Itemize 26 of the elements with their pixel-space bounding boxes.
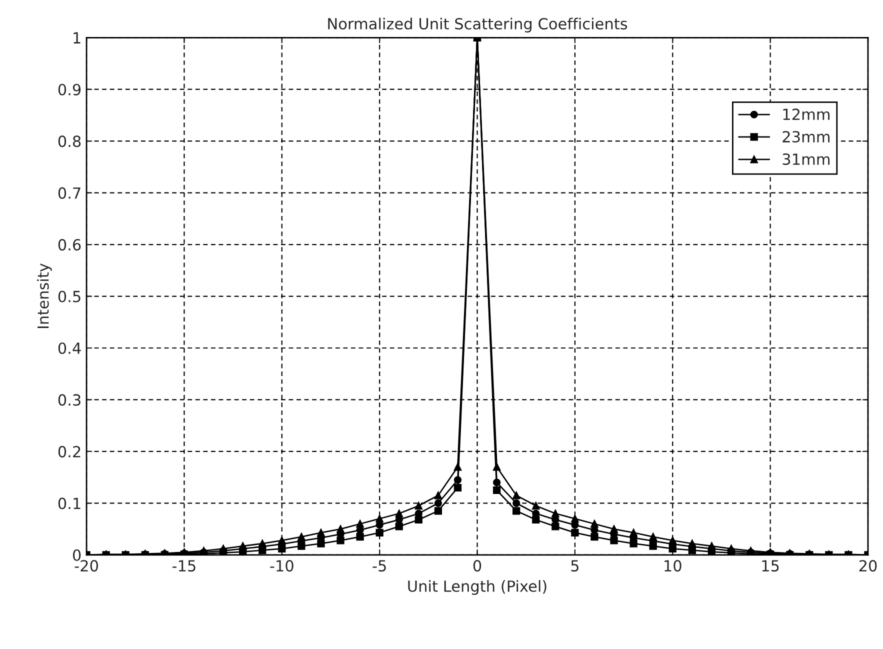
legend-label: 31mm <box>782 153 830 165</box>
y-tick-label: 0.4 <box>58 342 81 354</box>
x-tick-label: 20 <box>859 560 877 572</box>
y-tick-label: 0.2 <box>58 446 80 458</box>
x-tick-label: 10 <box>664 560 682 572</box>
x-axis-title: Unit Length (Pixel) <box>408 580 546 595</box>
x-tick-label: 15 <box>762 560 779 572</box>
y-tick-label: 0 <box>72 549 81 561</box>
x-tick-label: 0 <box>473 560 482 572</box>
y-tick-label: 1 <box>74 32 80 44</box>
x-tick-label: -5 <box>372 560 386 572</box>
x-tick-label: -20 <box>74 560 98 572</box>
y-tick-label: 0.5 <box>58 290 80 302</box>
y-axis-title: Intensity <box>37 263 52 328</box>
x-tick-label: -15 <box>172 560 196 572</box>
chart-title: Normalized Unit Scattering Coefficients <box>328 18 628 32</box>
x-tick-label: -10 <box>270 560 294 572</box>
y-tick-label: 0.3 <box>58 394 80 406</box>
y-tick-label: 0.1 <box>58 498 80 510</box>
legend-label: 12mm <box>783 108 830 120</box>
y-tick-label: 0.8 <box>58 136 81 148</box>
y-tick-label: 0.6 <box>58 239 81 251</box>
y-tick-label: 0.9 <box>58 84 81 96</box>
legend-label: 23mm <box>782 130 830 143</box>
x-tick-label: 5 <box>571 560 578 572</box>
y-tick-label: 0.7 <box>58 187 80 199</box>
